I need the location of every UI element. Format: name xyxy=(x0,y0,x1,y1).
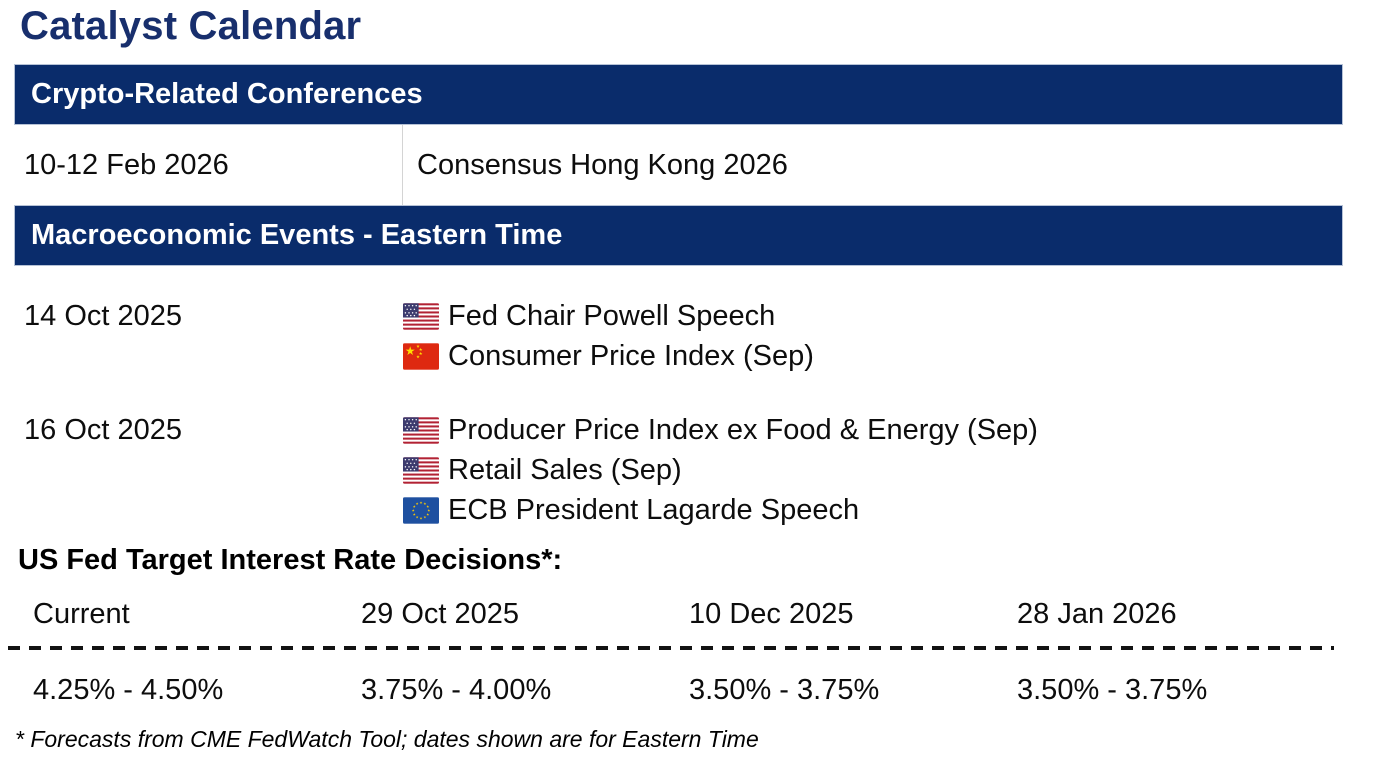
us-flag-icon xyxy=(403,417,439,444)
section-header-label: Macroeconomic Events - Eastern Time xyxy=(31,219,563,251)
event-label: Producer Price Index ex Food & Energy (S… xyxy=(448,413,1038,446)
page-title: Catalyst Calendar xyxy=(20,4,362,48)
event-line: Retail Sales (Sep) xyxy=(403,450,1038,490)
event-label: Fed Chair Powell Speech xyxy=(448,299,776,332)
macro-row: 16 Oct 2025 Producer Price Index ex Food… xyxy=(14,398,1374,540)
event-list: Fed Chair Powell Speech Consumer Price I… xyxy=(403,296,814,376)
rate-column-header: 28 Jan 2026 xyxy=(1017,597,1177,630)
rate-value: 3.75% - 4.00% xyxy=(361,673,552,706)
macro-row: 14 Oct 2025 Fed Chair Powell Speech Cons… xyxy=(14,266,1374,398)
footnote: * Forecasts from CME FedWatch Tool; date… xyxy=(15,726,759,752)
event-label: Consumer Price Index (Sep) xyxy=(448,339,814,372)
event-line: Consumer Price Index (Sep) xyxy=(403,336,814,376)
event-label: Retail Sales (Sep) xyxy=(448,453,682,486)
conference-row: 10-12 Feb 2026 Consensus Hong Kong 2026 xyxy=(14,125,1343,205)
date-cell: 14 Oct 2025 xyxy=(24,300,182,332)
rate-value: 3.50% - 3.75% xyxy=(1017,673,1208,706)
rates-heading: US Fed Target Interest Rate Decisions*: xyxy=(18,544,563,576)
event-list: Producer Price Index ex Food & Energy (S… xyxy=(403,410,1038,530)
china-flag-icon xyxy=(403,343,439,370)
rates-value-row: 4.25% - 4.50% 3.75% - 4.00% 3.50% - 3.75… xyxy=(33,670,1374,710)
eu-flag-icon xyxy=(403,497,439,524)
us-flag-icon xyxy=(403,457,439,484)
rate-column-header: 10 Dec 2025 xyxy=(689,597,854,630)
section-header-label: Crypto-Related Conferences xyxy=(31,78,423,110)
section-header-macro-events: Macroeconomic Events - Eastern Time xyxy=(14,205,1343,266)
event-line: Fed Chair Powell Speech xyxy=(403,296,814,336)
date-cell: 10-12 Feb 2026 xyxy=(14,125,403,205)
dashed-divider xyxy=(8,646,1334,650)
rate-value: 3.50% - 3.75% xyxy=(689,673,880,706)
event-line: ECB President Lagarde Speech xyxy=(403,490,1038,530)
date-cell: 16 Oct 2025 xyxy=(24,414,182,446)
event-label: Consensus Hong Kong 2026 xyxy=(417,148,788,181)
rate-column-header: Current xyxy=(33,597,130,630)
event-label: ECB President Lagarde Speech xyxy=(448,493,860,526)
rate-column-header: 29 Oct 2025 xyxy=(361,597,519,630)
us-flag-icon xyxy=(403,303,439,330)
event-line: Producer Price Index ex Food & Energy (S… xyxy=(403,410,1038,450)
rate-value: 4.25% - 4.50% xyxy=(33,673,224,706)
rates-header-row: Current 29 Oct 2025 10 Dec 2025 28 Jan 2… xyxy=(33,594,1374,634)
section-header-crypto-conferences: Crypto-Related Conferences xyxy=(14,64,1343,125)
